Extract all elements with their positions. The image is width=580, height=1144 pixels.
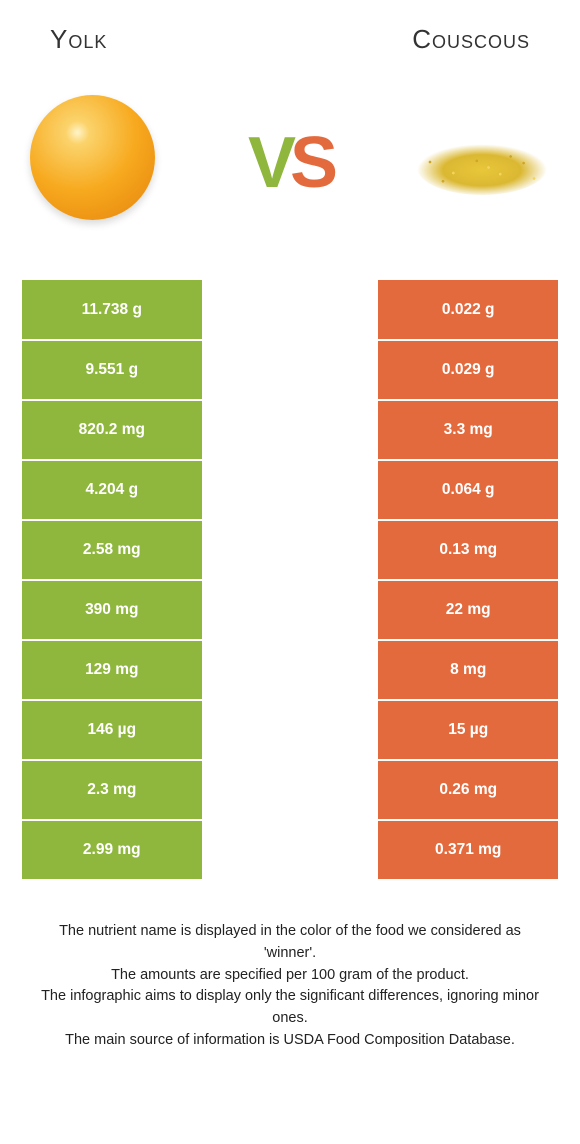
food-right-title: Couscous [412,24,530,55]
vs-label: VS [244,127,336,199]
left-value: 2.3 mg [22,760,202,820]
images-row: VS [0,65,580,280]
left-value: 390 mg [22,580,202,640]
nutrient-label: Calcium [202,640,379,700]
footer-line-3: The infographic aims to display only the… [32,986,548,1030]
left-value: 2.99 mg [22,820,202,880]
table-row: 4.204 gPolyunsaturated fat0.064 g [22,460,558,520]
nutrient-table: 11.738 gMonounsaturated fat0.022 g9.551 … [22,280,558,881]
left-value: 146 µg [22,700,202,760]
left-value: 2.58 mg [22,520,202,580]
right-value: 0.13 mg [378,520,558,580]
left-value: 129 mg [22,640,202,700]
right-value: 22 mg [378,580,558,640]
left-value: 4.204 g [22,460,202,520]
nutrient-label: Folate, total [202,700,379,760]
left-value: 820.2 mg [22,400,202,460]
table-row: 11.738 gMonounsaturated fat0.022 g [22,280,558,340]
left-value: 11.738 g [22,280,202,340]
nutrient-label: Monounsaturated fat [202,280,379,340]
table-row: 146 µgFolate, total15 µg [22,700,558,760]
table-row: 2.3 mgZinc0.26 mg [22,760,558,820]
footer-line-2: The amounts are specified per 100 gram o… [32,965,548,987]
table-row: 390 mgPhosphorus22 mg [22,580,558,640]
header: Yolk Couscous [0,0,580,65]
table-row: 820.2 mgCholine3.3 mg [22,400,558,460]
right-value: 3.3 mg [378,400,558,460]
nutrient-label: Polyunsaturated fat [202,460,379,520]
nutrient-label: Vitamin B5 [202,820,379,880]
footer-line-1: The nutrient name is displayed in the co… [32,921,548,965]
right-value: 0.064 g [378,460,558,520]
table-row: 2.99 mgVitamin B50.371 mg [22,820,558,880]
nutrient-label: Saturated fat [202,340,379,400]
footer-notes: The nutrient name is displayed in the co… [0,881,580,1082]
table-row: 9.551 gSaturated fat0.029 g [22,340,558,400]
footer-line-4: The main source of information is USDA F… [32,1030,548,1052]
right-value: 0.26 mg [378,760,558,820]
vs-s-letter: S [290,123,332,203]
right-value: 0.022 g [378,280,558,340]
nutrient-label: Vitamin E [202,520,379,580]
right-value: 8 mg [378,640,558,700]
left-value: 9.551 g [22,340,202,400]
right-value: 0.371 mg [378,820,558,880]
right-value: 0.029 g [378,340,558,400]
nutrient-label: Zinc [202,760,379,820]
table-row: 129 mgCalcium8 mg [22,640,558,700]
table-row: 2.58 mgVitamin E0.13 mg [22,520,558,580]
nutrient-label: Choline [202,400,379,460]
yolk-icon [30,95,165,230]
nutrient-label: Phosphorus [202,580,379,640]
food-left-title: Yolk [50,24,107,55]
vs-v-letter: V [248,123,290,203]
right-value: 15 µg [378,700,558,760]
couscous-icon [415,123,550,203]
